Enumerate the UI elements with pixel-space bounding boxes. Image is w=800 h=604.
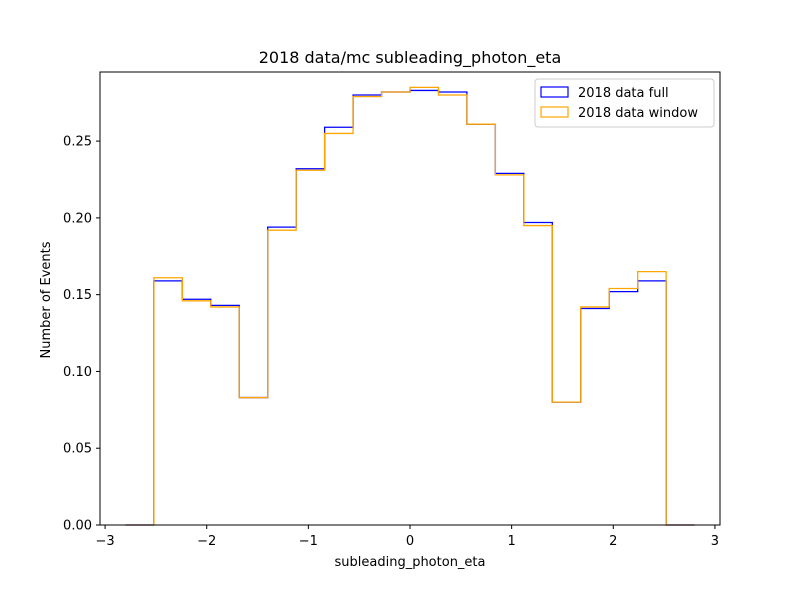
x-tick-label: −2 — [197, 534, 216, 549]
x-axis: −3 −2 −1 0 1 2 3 — [95, 525, 719, 549]
x-axis-label: subleading_photon_eta — [335, 555, 486, 570]
histogram-series-2 — [125, 86, 695, 526]
y-tick-label: 0.20 — [63, 211, 92, 226]
x-tick-label: 3 — [711, 534, 719, 549]
axes-frame — [99, 71, 721, 526]
legend-box — [534, 78, 715, 128]
x-tick-label: −1 — [299, 534, 318, 549]
y-axis: 0.00 0.05 0.10 0.15 0.20 0.25 — [63, 135, 100, 534]
plot-area — [125, 86, 695, 526]
y-axis-label: Number of Events — [39, 241, 54, 358]
y-tick-label: 0.15 — [63, 288, 92, 303]
legend-label: 2018 data full — [578, 86, 669, 101]
legend: 2018 data full 2018 data window — [534, 78, 715, 128]
x-tick-label: −3 — [95, 534, 114, 549]
x-tick-label: 1 — [507, 534, 515, 549]
x-tick-label: 2 — [609, 534, 617, 549]
y-tick-label: 0.05 — [63, 442, 92, 457]
y-tick-label: 0.25 — [63, 135, 92, 150]
x-tick-label: 0 — [406, 534, 414, 549]
chart-title: 2018 data/mc subleading_photon_eta — [259, 48, 562, 68]
legend-label: 2018 data window — [578, 106, 698, 121]
y-tick-label: 0.00 — [63, 519, 92, 534]
legend-swatch — [540, 86, 569, 98]
y-tick-label: 0.10 — [63, 365, 92, 380]
legend-swatch — [540, 106, 569, 118]
